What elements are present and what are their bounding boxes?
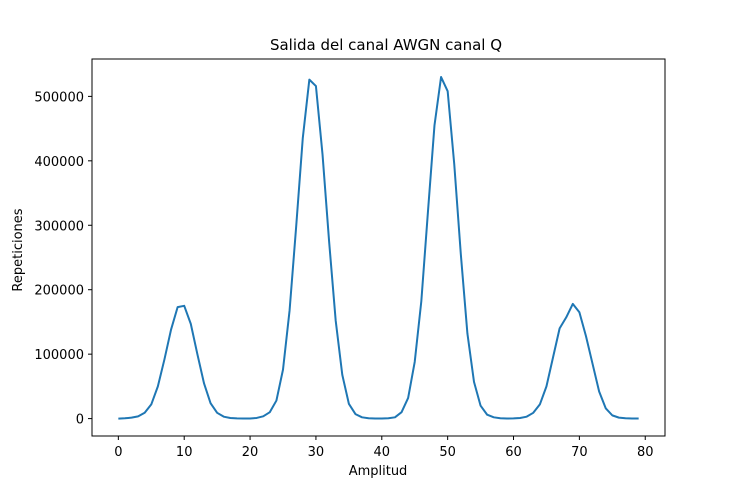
x-axis-label: Amplitud [349, 464, 408, 479]
y-tick-label: 500000 [34, 90, 84, 105]
series-line [118, 76, 639, 420]
x-tick-label: 0 [114, 445, 122, 460]
y-tick-label: 300000 [34, 219, 84, 234]
axes-frame [91, 58, 666, 437]
y-tick-label: 100000 [34, 348, 84, 363]
x-tick-label: 70 [571, 445, 588, 460]
x-tick-label: 40 [374, 445, 391, 460]
x-tick-label: 80 [637, 445, 654, 460]
x-tick-label: 30 [308, 445, 325, 460]
x-axis: 0 10 20 30 40 50 60 70 80 [114, 436, 654, 460]
x-tick-label: 10 [176, 445, 193, 460]
y-tick-label: 400000 [34, 155, 84, 170]
y-axis: 0 100000 200000 300000 400000 500000 [34, 90, 92, 428]
x-tick-label: 20 [242, 445, 259, 460]
x-tick-label: 50 [439, 445, 456, 460]
plot-area [118, 76, 639, 420]
chart-title: Salida del canal AWGN canal Q [270, 36, 502, 54]
y-axis-label: Repeticiones [11, 208, 26, 291]
y-tick-label: 0 [76, 413, 84, 428]
y-tick-label: 200000 [34, 284, 84, 299]
x-tick-label: 60 [505, 445, 522, 460]
